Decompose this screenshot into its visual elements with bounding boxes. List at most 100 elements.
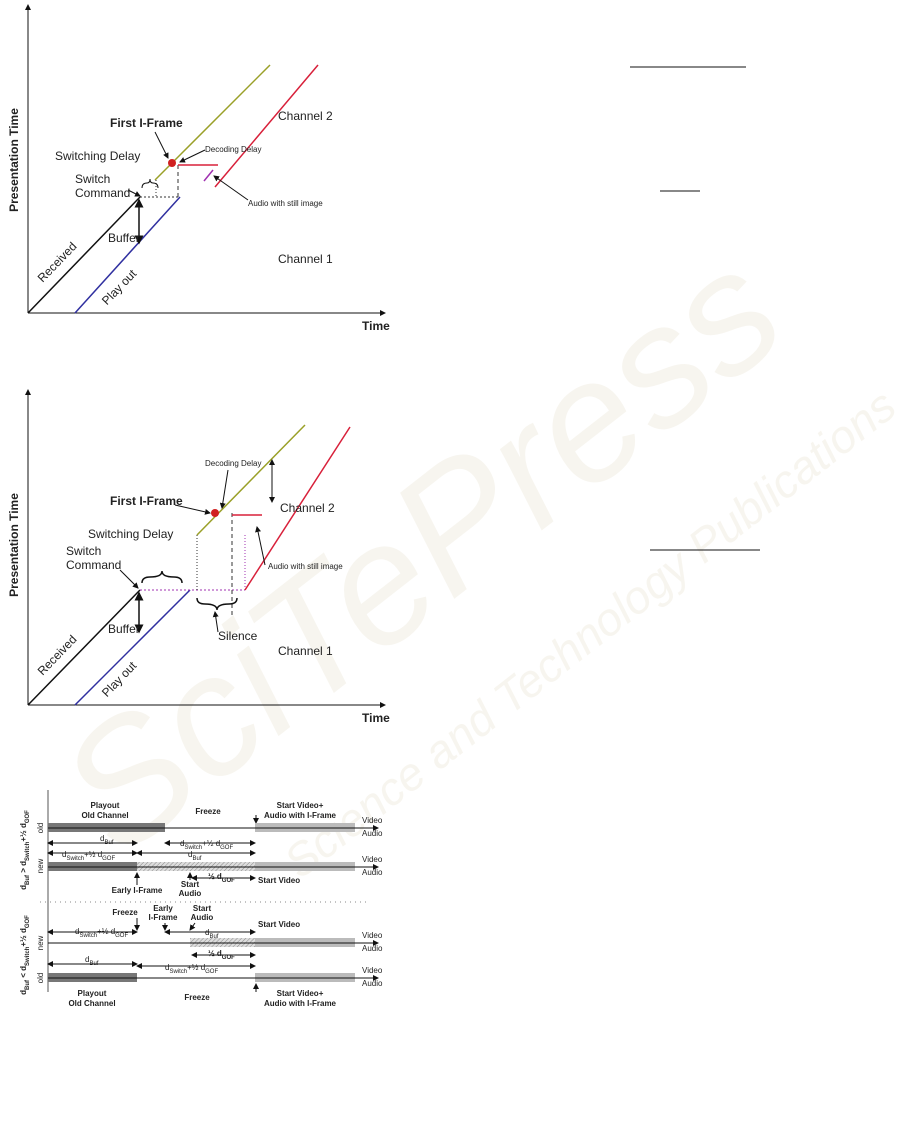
label: dSwitch+½ dGOF <box>62 850 115 862</box>
label: Buffer <box>108 622 140 636</box>
label-part: d <box>75 927 79 936</box>
label-part: d <box>85 955 89 964</box>
line <box>212 611 219 633</box>
label: Audio with still image <box>248 199 323 208</box>
y-axis-label: Presentation Time <box>7 108 21 212</box>
label: dSwitch+½ dGOF <box>180 839 233 851</box>
subscript: Switch <box>66 856 84 862</box>
label-part: ½ d <box>208 949 222 958</box>
label-part: > d <box>19 861 28 875</box>
case-label: dBuf < dSwitch+½ dGOF <box>19 915 31 995</box>
label: Start Video+ <box>277 801 324 810</box>
label: I-Frame <box>149 913 178 922</box>
subscript: Buf <box>25 874 31 885</box>
label: Channel 1 <box>278 644 333 658</box>
label: Audio with I-Frame <box>264 811 337 820</box>
y-axis-label: Presentation Time <box>7 493 21 597</box>
subscript: Switch <box>169 969 187 975</box>
label-part: +½ d <box>202 839 220 848</box>
marker-dot <box>211 509 219 517</box>
subscript: Switch <box>184 845 202 851</box>
line <box>255 526 266 566</box>
subscript: GOF <box>220 845 233 851</box>
line <box>127 189 141 197</box>
subscript: GOF <box>222 878 235 884</box>
label: Command <box>75 186 130 200</box>
label: Silence <box>218 629 258 643</box>
label: Video <box>362 966 383 975</box>
label: Play out <box>99 266 140 307</box>
label: Audio <box>362 979 383 988</box>
subscript: Switch <box>25 841 31 861</box>
label: dBuf <box>188 850 202 862</box>
subscript: GOF <box>25 810 31 823</box>
brace <box>141 178 159 189</box>
line <box>179 149 206 163</box>
label: Channel 2 <box>280 501 335 515</box>
label: Buffer <box>108 231 140 245</box>
label: Video <box>362 931 383 940</box>
x-axis-label: Time <box>362 319 390 333</box>
label: Decoding Delay <box>205 145 261 154</box>
label: First I-Frame <box>110 116 183 130</box>
label: dSwitch+½ dGOF <box>165 963 218 975</box>
label-part: d <box>100 834 104 843</box>
subscript: GOF <box>205 969 218 975</box>
row-label: new <box>36 935 45 950</box>
label-part: +½ d <box>97 927 115 936</box>
label: ½ dGOF <box>208 949 235 961</box>
label: dBuf <box>100 834 114 846</box>
line <box>213 175 249 201</box>
label: Start Video <box>258 876 300 885</box>
subscript: Buf <box>104 840 113 846</box>
line <box>174 504 211 515</box>
label-part: ½ d <box>208 872 222 881</box>
label: Switching Delay <box>88 527 173 541</box>
label: Freeze <box>184 993 210 1002</box>
row-label: old <box>36 973 45 984</box>
label: Audio <box>362 944 383 953</box>
label-part: d <box>165 963 169 972</box>
label-part: +½ d <box>187 963 205 972</box>
label-part: +½ d <box>84 850 102 859</box>
label: Video <box>362 816 383 825</box>
label: dSwitch+½ dGOF <box>75 927 128 939</box>
label: Start <box>181 880 200 889</box>
subscript: Buf <box>192 856 201 862</box>
label: Audio with still image <box>268 562 343 571</box>
label: Received <box>35 632 80 678</box>
label: Playout <box>78 989 107 998</box>
case-label: dBuf > dSwitch+½ dGOF <box>19 810 31 890</box>
watermark: SciTePress Science and Technology Public… <box>26 214 901 889</box>
label-part: < d <box>19 966 28 980</box>
label-part: d <box>19 990 28 995</box>
brace <box>141 570 183 584</box>
label: Early <box>153 904 173 913</box>
label-part: d <box>188 850 192 859</box>
label: Audio <box>362 868 383 877</box>
subscript: GOF <box>25 915 31 928</box>
subscript: GOF <box>115 933 128 939</box>
label: Start <box>193 904 212 913</box>
label: dBuf <box>205 928 219 940</box>
label-part: d <box>180 839 184 848</box>
label: ½ dGOF <box>208 872 235 884</box>
line <box>214 64 319 188</box>
line <box>74 589 191 706</box>
label-part: d <box>205 928 209 937</box>
label-part: +½ d <box>19 823 28 842</box>
label: Switch <box>66 544 101 558</box>
subscript: GOF <box>102 856 115 862</box>
label: Audio <box>179 889 202 898</box>
label: Old Channel <box>68 999 115 1008</box>
label: Playout <box>91 801 120 810</box>
line <box>154 131 169 159</box>
marker-dot <box>168 159 176 167</box>
line <box>219 469 229 509</box>
label: Command <box>66 558 121 572</box>
label: Received <box>35 239 80 285</box>
label: First I-Frame <box>110 494 183 508</box>
label: Freeze <box>195 807 221 816</box>
